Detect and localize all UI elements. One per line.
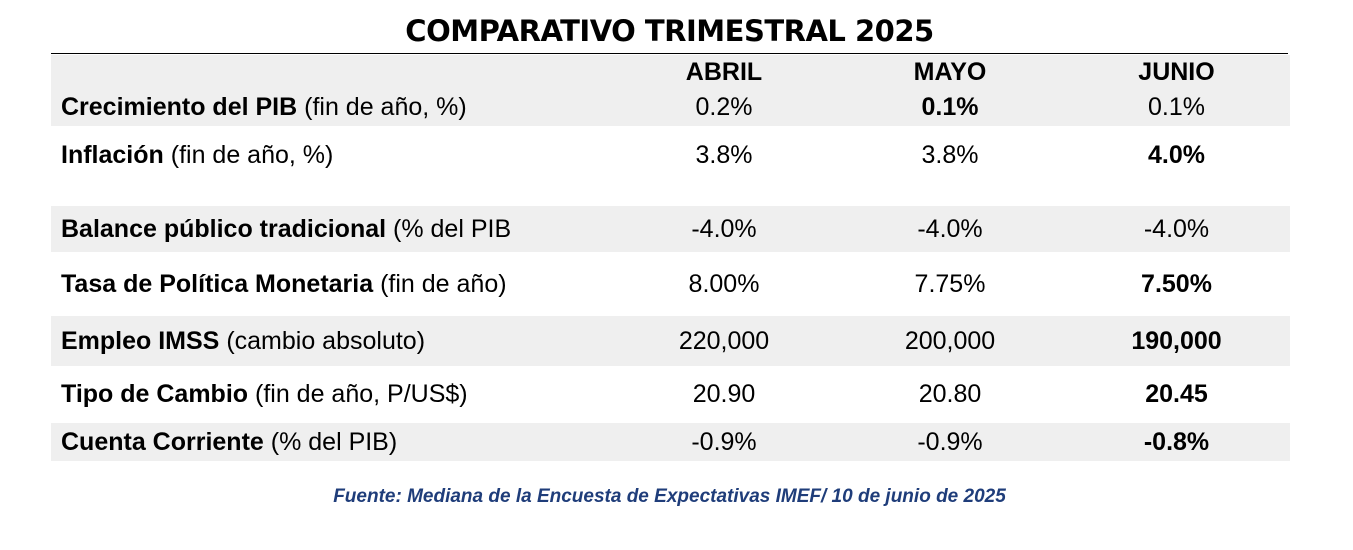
row-label: Tasa de Política Monetaria (fin de año) xyxy=(51,252,611,316)
row-label: Balance público tradicional (% del PIB xyxy=(51,206,611,252)
column-header-abril: ABRIL xyxy=(685,58,763,86)
row-label-bold: Inflación xyxy=(61,141,164,169)
row-label: Cuenta Corriente (% del PIB) xyxy=(51,423,611,461)
row-label-bold: Tipo de Cambio xyxy=(61,380,249,408)
row-label-detail: (% del PIB) xyxy=(263,427,398,456)
row-label-detail: (fin de año, P/US$) xyxy=(248,380,468,408)
row-label-bold: Balance público tradicional xyxy=(61,214,387,243)
row-label: Tipo de Cambio (fin de año, P/US$) xyxy=(51,366,611,423)
value-cell: 0.2% xyxy=(695,92,753,121)
row-label-detail: (fin de año, %) xyxy=(163,141,334,169)
source-note: Fuente: Mediana de la Encuesta de Expect… xyxy=(333,486,1006,507)
value-cell: -0.9% xyxy=(917,427,983,456)
table-row: Crecimiento del PIB (fin de año, %) 0.2%… xyxy=(51,88,1290,126)
row-label-detail: (cambio absoluto) xyxy=(219,326,426,355)
value-cell: 3.8% xyxy=(695,141,753,169)
value-cell: 220,000 xyxy=(678,326,770,355)
value-cell: -4.0% xyxy=(917,214,983,243)
comparison-table: ABRIL MAYO JUNIO Crecimiento del PIB (fi… xyxy=(51,55,1290,461)
row-label: Empleo IMSS (cambio absoluto) xyxy=(51,316,611,366)
row-label-detail: (% del PIB xyxy=(386,214,512,243)
row-label-detail: (fin de año) xyxy=(373,269,507,298)
value-cell: 7.75% xyxy=(914,269,986,298)
value-cell: 0.1% xyxy=(921,92,979,121)
row-label-bold: Empleo IMSS xyxy=(61,326,220,355)
value-cell: 200,000 xyxy=(904,326,996,355)
table-row: Tipo de Cambio (fin de año, P/US$) 20.90… xyxy=(51,366,1290,423)
value-cell: -0.9% xyxy=(691,427,757,456)
row-label-bold: Cuenta Corriente xyxy=(61,427,264,456)
value-cell: 4.0% xyxy=(1148,141,1205,169)
value-cell: 190,000 xyxy=(1131,326,1222,355)
row-label-detail: (fin de año, %) xyxy=(297,92,467,121)
value-cell: 20.80 xyxy=(918,380,982,408)
table-row: Balance público tradicional (% del PIB -… xyxy=(51,206,1290,252)
table-row: Cuenta Corriente (% del PIB) -0.9% -0.9%… xyxy=(51,423,1290,461)
table-row: Empleo IMSS (cambio absoluto) 220,000 20… xyxy=(51,316,1290,366)
column-header-mayo: MAYO xyxy=(913,58,987,86)
title-divider xyxy=(51,53,1288,54)
value-cell: 20.45 xyxy=(1145,380,1208,408)
value-cell: 8.00% xyxy=(688,269,760,298)
value-cell: -0.8% xyxy=(1143,427,1210,456)
row-label: Inflación (fin de año, %) xyxy=(51,126,611,206)
column-header-junio: JUNIO xyxy=(1138,58,1215,86)
table-header-row: ABRIL MAYO JUNIO xyxy=(51,55,1290,88)
table-row: Tasa de Política Monetaria (fin de año) … xyxy=(51,252,1290,316)
value-cell: 3.8% xyxy=(921,141,979,169)
row-label-bold: Tasa de Política Monetaria xyxy=(61,269,374,298)
value-cell: 0.1% xyxy=(1148,92,1205,121)
value-cell: 20.90 xyxy=(692,380,756,408)
table-row: Inflación (fin de año, %) 3.8% 3.8% 4.0% xyxy=(51,126,1290,206)
page-title: COMPARATIVO TRIMESTRAL 2025 xyxy=(405,14,934,48)
row-label-bold: Crecimiento del PIB xyxy=(61,92,298,121)
header-label-cell xyxy=(51,55,611,88)
value-cell: -4.0% xyxy=(1143,214,1210,243)
value-cell: -4.0% xyxy=(691,214,757,243)
value-cell: 7.50% xyxy=(1141,269,1212,298)
row-label: Crecimiento del PIB (fin de año, %) xyxy=(51,88,611,126)
